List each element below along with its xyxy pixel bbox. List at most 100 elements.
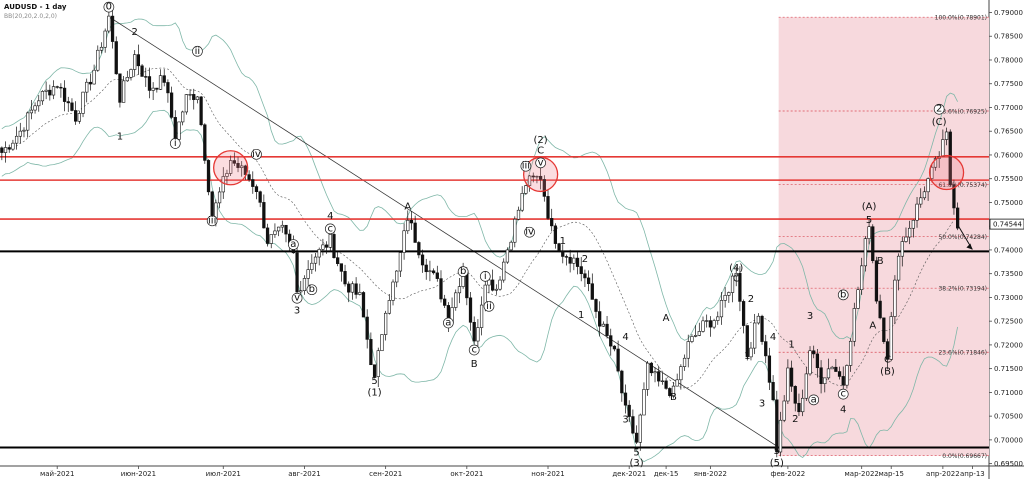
candle [454, 289, 458, 311]
candle-bear [155, 87, 159, 90]
x-tick-label: мар-2022 [845, 470, 879, 478]
candle-bull [801, 397, 805, 413]
candle [874, 256, 879, 304]
candle [871, 224, 875, 264]
candle [860, 257, 864, 295]
candle [823, 377, 827, 393]
candle-bull [730, 275, 735, 293]
candle-bear [343, 271, 347, 285]
candle-bull [398, 252, 403, 272]
candle [646, 361, 650, 396]
candle [801, 389, 805, 417]
candle-bull [642, 389, 646, 416]
candle [638, 413, 642, 451]
bollinger-upper-band [1, 18, 958, 341]
wave-label-circle [306, 284, 318, 296]
candle [40, 90, 45, 105]
candle-bull [535, 175, 539, 178]
candle-bull [406, 219, 410, 232]
wave-label: 2 [936, 104, 942, 115]
wave-label: C [733, 274, 740, 285]
candle [3, 141, 8, 163]
candle-bull [856, 289, 860, 309]
wave-label: iv [525, 227, 534, 238]
candle [804, 367, 808, 401]
candle [435, 265, 439, 282]
candle-bear [764, 341, 768, 357]
wave-label: c [328, 223, 334, 234]
candle-bull [454, 292, 458, 308]
candle [745, 325, 749, 361]
candle-bear [7, 147, 11, 150]
candle [147, 67, 152, 99]
candle-bull [900, 241, 904, 257]
x-tick-label: авг-2021 [288, 470, 320, 478]
candle-bear [627, 404, 631, 417]
candle-bear [114, 41, 118, 75]
wave-label: (4) [729, 263, 743, 274]
candle [808, 346, 812, 376]
candle-bear [491, 279, 495, 291]
candle [136, 44, 141, 75]
candle [620, 369, 624, 402]
candle-bear [206, 160, 211, 193]
candle-bear [760, 315, 764, 342]
candle-bull [328, 234, 332, 248]
candle [413, 215, 417, 243]
candle-bear [361, 292, 366, 318]
x-tick-label: мар-15 [878, 470, 903, 478]
y-tick-label: 0.74000 [994, 246, 1023, 254]
x-tick-label: июн-2021 [121, 470, 156, 478]
candle-bear [468, 297, 473, 323]
candle-bull [505, 249, 510, 263]
candle-bear [789, 367, 794, 387]
candle-bear [885, 341, 890, 360]
fib-label: 100.0%(0.78901) [935, 15, 987, 22]
candle-bear [708, 320, 713, 328]
candle [609, 328, 613, 356]
candle [660, 372, 665, 385]
wave-label: 4 [622, 332, 628, 343]
candle [616, 340, 620, 373]
candle-bull [830, 366, 834, 370]
candle-bull [51, 86, 56, 96]
x-tick-label: сен-2021 [369, 470, 402, 478]
candle [155, 87, 159, 93]
candle-bull [930, 166, 934, 179]
wave-label: iii [522, 161, 530, 172]
candle [767, 347, 772, 391]
candle [583, 269, 587, 288]
x-tick-label: ноя-2021 [531, 470, 564, 478]
candle [671, 381, 676, 399]
candle [262, 194, 266, 229]
candle [199, 96, 203, 127]
candle [863, 236, 868, 272]
candle [915, 197, 919, 228]
candle [361, 291, 366, 318]
candle [653, 367, 657, 383]
candle [568, 249, 572, 273]
candle [0, 146, 4, 161]
candle [896, 253, 901, 291]
candle-bull [653, 371, 657, 374]
candle [841, 366, 845, 394]
candle-bull [527, 175, 532, 186]
candle [302, 275, 307, 295]
candle [424, 258, 428, 280]
candle [402, 223, 406, 260]
candle-bull [944, 131, 949, 140]
candle-bull [121, 80, 126, 103]
candle-bull [37, 100, 41, 107]
candle-bull [753, 322, 757, 349]
candle-bear [664, 380, 668, 389]
candle [55, 85, 59, 89]
candle [557, 242, 561, 253]
wave-label: 4 [327, 211, 333, 222]
candle-bear [140, 65, 144, 77]
wave-label: c [471, 344, 477, 355]
candle-bull [524, 185, 528, 194]
wave-label: (C) [932, 117, 947, 128]
candle-bull [387, 300, 391, 314]
wave-label-circle [103, 1, 115, 13]
